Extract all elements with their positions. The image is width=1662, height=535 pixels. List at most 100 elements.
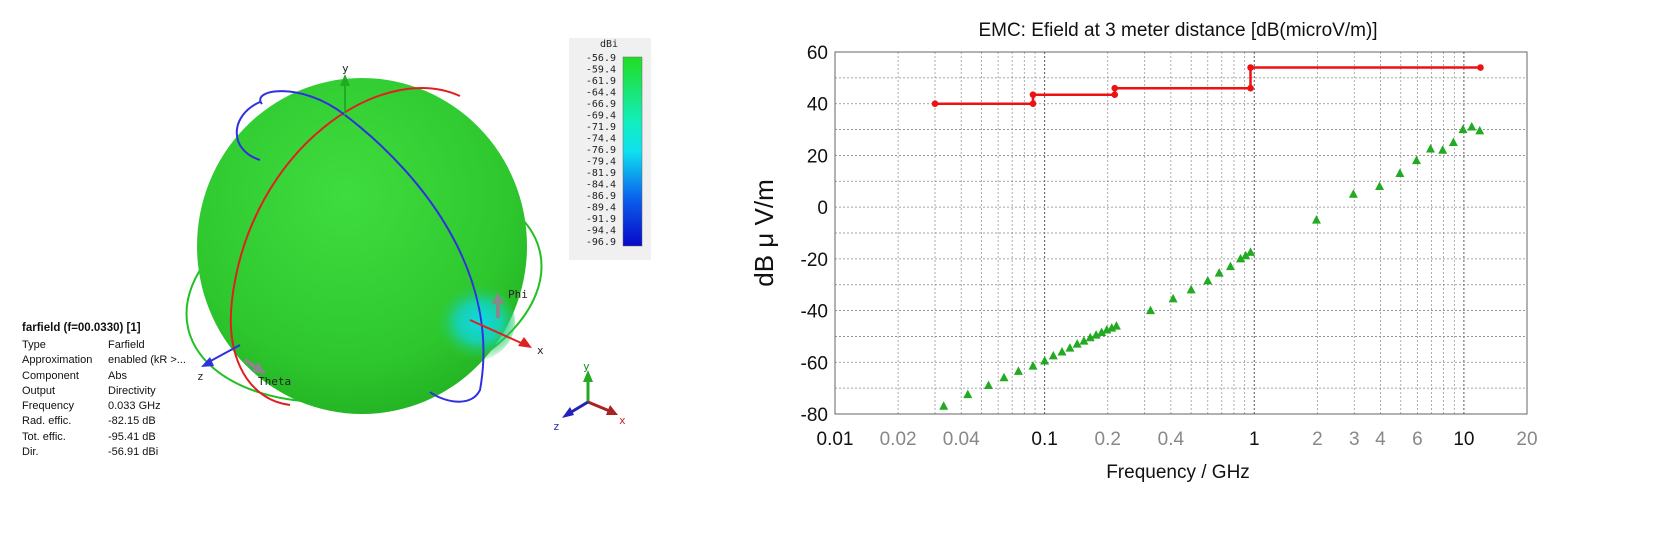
farfield-panel: y x z Phi Theta dBi -56.9 -59.4 -61.9 -64.4… (0, 0, 740, 535)
meridian-blue (259, 90, 346, 116)
info-value: Directivity (108, 384, 156, 397)
chart-title: EMC: Efield at 3 meter distance [dB(micr… (978, 20, 1377, 41)
limit-point (1029, 91, 1037, 98)
triad-x-label: x (619, 414, 626, 427)
emission-point (1348, 189, 1358, 198)
x-tick-label: 0.02 (880, 429, 917, 450)
emission-point (1072, 339, 1082, 348)
emission-point (1203, 275, 1213, 285)
x-tick-label: 2 (1312, 429, 1323, 450)
emission-point (1097, 327, 1107, 337)
emission-point (1438, 145, 1448, 154)
info-row: Approximation enabled (kR >... (22, 353, 198, 368)
emission-point (1111, 321, 1121, 330)
info-key: Output (22, 384, 56, 397)
emission-point (1375, 181, 1385, 190)
colorbar-tick-label: -81.9 (586, 168, 616, 179)
info-value: Farfield (108, 339, 145, 351)
info-key: Tot. effic. (22, 430, 66, 443)
colorbar-tick-label: -61.9 (586, 76, 616, 87)
info-value: 0.033 GHz (108, 400, 161, 413)
emission-point (1186, 284, 1196, 294)
limit-point (1247, 64, 1254, 71)
x-tick-label: 20 (1516, 429, 1537, 450)
emission-point (1048, 350, 1058, 360)
emission-point (1411, 155, 1421, 165)
info-row: Rad. effic. -82.15 dB (22, 414, 198, 429)
x-tick-label: 1 (1249, 429, 1260, 450)
info-value: Abs (108, 369, 127, 382)
x-tick-label: 0.1 (1031, 429, 1057, 450)
emission-point (1013, 366, 1023, 375)
limit-point (931, 100, 939, 108)
y-tick-label: 20 (807, 146, 828, 167)
info-value: -82.15 dB (108, 415, 156, 428)
emission-point (1236, 253, 1246, 263)
chart-xlabel: Frequency / GHz (1106, 462, 1250, 483)
y-tick-label: -60 (801, 353, 828, 374)
emission-point (999, 372, 1009, 382)
info-key: Type (22, 339, 46, 351)
colorbar-tick-label: -91.9 (586, 214, 616, 225)
emission-point (1458, 124, 1468, 134)
info-row: Component Abs (22, 369, 198, 384)
limit-point (1111, 91, 1119, 98)
emission-point (1085, 332, 1095, 342)
emission-point (1091, 330, 1101, 339)
y-axis-label: y (342, 62, 349, 75)
axis-triad: y x z (553, 360, 626, 433)
emission-point (1168, 293, 1178, 303)
emission-point (984, 380, 994, 390)
farfield-plot: y x z Phi Theta dBi -56.9-59.4-61.9-64.4… (185, 38, 651, 433)
phi-arrow-head (492, 292, 504, 304)
emission-point (1246, 247, 1256, 256)
x-tick-label: 3 (1349, 429, 1360, 450)
colorbar-tick-label: -94.4 (586, 226, 616, 237)
emission-point (1395, 168, 1405, 178)
x-tick-label: 0.01 (817, 429, 854, 450)
z-axis-arrow (201, 357, 214, 367)
emission-point (1146, 305, 1156, 315)
info-row: Tot. effic. -95.41 dB (22, 430, 198, 445)
plot-frame (834, 51, 1528, 415)
theta-label: Theta (258, 375, 291, 388)
x-axis-label: x (537, 344, 544, 357)
farfield-info-table: farfield (f=00.0330) [1] Type Farfield App… (22, 322, 198, 460)
colorbar-tick-label: -76.9 (586, 145, 616, 156)
emission-point (1065, 343, 1075, 352)
x-tick-label: 6 (1412, 429, 1423, 450)
y-axis-arrow (340, 74, 350, 86)
theta-ring (229, 87, 461, 406)
limit-point (1029, 100, 1037, 108)
emc-chart-panel: EMC: Efield at 3 meter distance [dB(micr… (740, 0, 1662, 535)
colorbar-tick-label: -89.4 (586, 203, 616, 214)
info-row: Output Directivity (22, 384, 198, 399)
info-key: Approximation (22, 354, 93, 367)
info-value: -56.91 dBi (108, 446, 159, 459)
x-tick-label: 4 (1375, 429, 1386, 450)
chart-ylabel: dB μ V/m (749, 179, 779, 286)
y-tick-label: -20 (801, 250, 828, 271)
colorbar-tick-label: -86.9 (586, 191, 616, 202)
info-value: enabled (kR >... (108, 354, 186, 367)
colorbar-tick-label: -71.9 (586, 122, 616, 133)
emission-point (1079, 336, 1089, 345)
z-axis-label: z (197, 370, 204, 383)
limit-point (1111, 84, 1119, 92)
emission-point (1467, 121, 1477, 131)
emission-point (939, 401, 949, 410)
colorbar-tick-label: -74.4 (586, 134, 616, 145)
colorbar-tick-label: -69.4 (586, 111, 616, 122)
emission-point (1057, 346, 1067, 356)
limit-point (1477, 64, 1484, 71)
emission-point (1311, 215, 1321, 224)
colorbar-gradient (622, 56, 643, 247)
info-key: Dir. (22, 446, 39, 459)
emission-point (1241, 250, 1251, 260)
info-key: Rad. effic. (22, 415, 72, 428)
colorbar-tick-label: -66.9 (586, 99, 616, 110)
info-row: Frequency 0.033 GHz (22, 399, 198, 414)
y-tick-label: -80 (801, 405, 828, 426)
phi-label: Phi (508, 288, 528, 301)
colorbar-tick-label: -96.9 (586, 237, 616, 248)
